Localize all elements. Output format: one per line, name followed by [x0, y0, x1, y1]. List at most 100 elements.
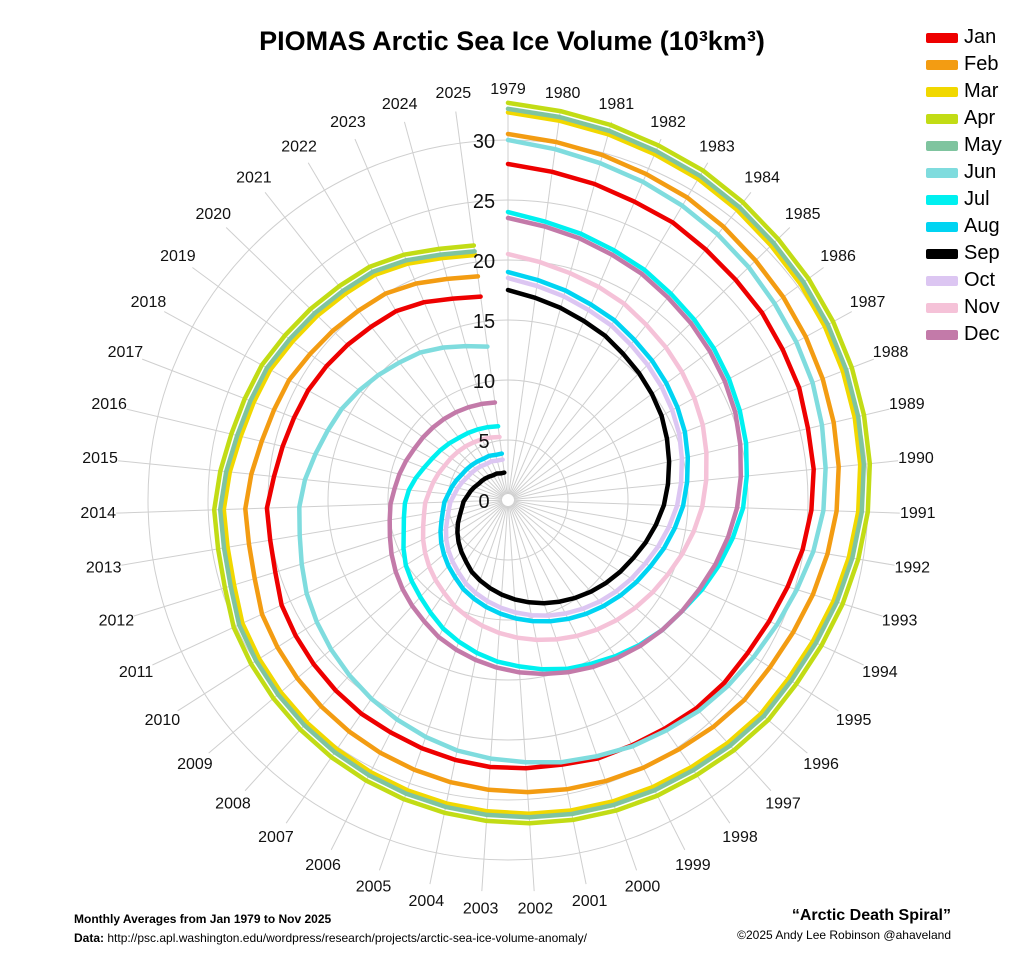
- year-label: 1998: [722, 829, 758, 846]
- legend-label: Nov: [964, 296, 1000, 318]
- legend-label: Feb: [964, 53, 999, 75]
- legend-item: Feb: [926, 51, 1002, 78]
- year-label: 2009: [177, 756, 213, 773]
- grid-circle: [387, 379, 629, 621]
- year-label: 1981: [599, 96, 635, 113]
- legend-label: Jan: [964, 26, 997, 48]
- spoke-line: [163, 311, 503, 498]
- legend-item: Jan: [926, 24, 1002, 51]
- spoke-line: [509, 138, 662, 495]
- legend-swatch: [926, 59, 958, 70]
- series-line-oct: [443, 275, 685, 618]
- year-label: 1979: [490, 81, 526, 98]
- legend-swatch: [926, 113, 958, 124]
- year-label: 2001: [572, 893, 608, 910]
- year-label: 1994: [862, 664, 898, 681]
- legend: Jan Feb Mar Apr May Jun Jul Aug Sep Oct Nov Dec: [926, 24, 1002, 348]
- legend-item: Apr: [926, 105, 1002, 132]
- year-label: 2023: [330, 114, 366, 131]
- spoke-line: [510, 505, 686, 851]
- year-label: 1985: [785, 206, 821, 223]
- year-label: 2000: [625, 879, 661, 896]
- footer-data-url[interactable]: http://psc.apl.washington.edu/wordpress/…: [107, 931, 587, 945]
- year-label: 1989: [889, 396, 925, 413]
- radial-tick-label: 10: [473, 371, 495, 393]
- year-label: 2022: [281, 138, 317, 155]
- legend-label: Mar: [964, 80, 999, 102]
- year-label: 2025: [436, 85, 472, 102]
- year-label: 1987: [850, 294, 886, 311]
- spoke-line: [354, 138, 507, 495]
- year-label: 2018: [131, 294, 167, 311]
- series-line-nov: [420, 251, 709, 643]
- legend-swatch: [926, 275, 958, 286]
- spoke-line: [513, 358, 874, 499]
- radial-tick-label: 30: [473, 131, 495, 153]
- legend-item: Jul: [926, 186, 1002, 213]
- year-label: 2024: [382, 96, 418, 113]
- series-line-jan: [264, 161, 816, 771]
- radial-tick-label: 15: [473, 311, 495, 333]
- legend-swatch: [926, 167, 958, 178]
- year-label: 2011: [119, 664, 154, 681]
- year-label: 2005: [356, 879, 392, 896]
- footer-nickname: “Arctic Death Spiral”: [791, 907, 951, 924]
- series-line-apr: [211, 100, 873, 826]
- spoke-line: [285, 504, 506, 824]
- spoke-line: [116, 499, 503, 514]
- legend-item: Aug: [926, 213, 1002, 240]
- series-line-may: [217, 106, 867, 820]
- spoke-line: [513, 502, 864, 666]
- year-label: 1992: [894, 559, 930, 576]
- grid-circle: [327, 319, 689, 681]
- year-label: 2004: [409, 893, 445, 910]
- year-label: 2002: [518, 900, 554, 917]
- year-label: 1999: [675, 857, 711, 874]
- grid: [116, 108, 900, 892]
- footer-left: Monthly Averages from Jan 1979 to Nov 20…: [74, 910, 587, 948]
- series-line-jun: [297, 137, 828, 765]
- year-label: 1988: [873, 344, 909, 361]
- legend-label: Jun: [964, 161, 997, 183]
- year-label: 1980: [545, 85, 581, 102]
- footer-credit: ©2025 Andy Lee Robinson @ahaveland: [737, 928, 951, 942]
- spoke-line: [330, 505, 506, 851]
- chart-title: PIOMAS Arctic Sea Ice Volume (10³km³): [259, 26, 765, 56]
- radial-tick-label: 20: [473, 251, 495, 273]
- legend-label: Jul: [964, 188, 990, 210]
- legend-swatch: [926, 329, 958, 340]
- year-label: 1995: [836, 712, 872, 729]
- grid-circle: [207, 199, 809, 801]
- year-label: 2006: [305, 857, 341, 874]
- year-label: 2020: [195, 206, 231, 223]
- legend-label: Oct: [964, 269, 996, 291]
- year-label: 2019: [160, 248, 196, 265]
- spoke-line: [142, 358, 503, 499]
- spoke-line: [513, 501, 883, 617]
- footer-data-label: Data:: [74, 931, 105, 945]
- year-label: 1982: [650, 114, 686, 131]
- spoke-line: [510, 162, 709, 496]
- spoke-line: [307, 162, 506, 496]
- legend-label: Aug: [964, 215, 1000, 237]
- legend-item: Dec: [926, 321, 1002, 348]
- year-label: 2017: [108, 344, 144, 361]
- series-line-jul: [401, 209, 750, 672]
- series-line-mar: [221, 110, 863, 816]
- radial-tick-label: 5: [478, 431, 489, 453]
- spoke-line: [121, 500, 503, 566]
- spoke-line: [264, 192, 505, 496]
- legend-swatch: [926, 221, 958, 232]
- spoke-line: [512, 503, 808, 754]
- spoke-line: [429, 505, 508, 885]
- legend-item: Oct: [926, 267, 1002, 294]
- year-label: 2015: [82, 450, 118, 467]
- legend-item: Sep: [926, 240, 1002, 267]
- year-label: 2007: [258, 829, 294, 846]
- radial-tick-label: 25: [473, 191, 495, 213]
- year-label: 1983: [699, 138, 735, 155]
- footer-right: “Arctic Death Spiral” ©2025 Andy Lee Rob…: [737, 906, 951, 945]
- legend-label: Dec: [964, 323, 1000, 345]
- legend-swatch: [926, 140, 958, 151]
